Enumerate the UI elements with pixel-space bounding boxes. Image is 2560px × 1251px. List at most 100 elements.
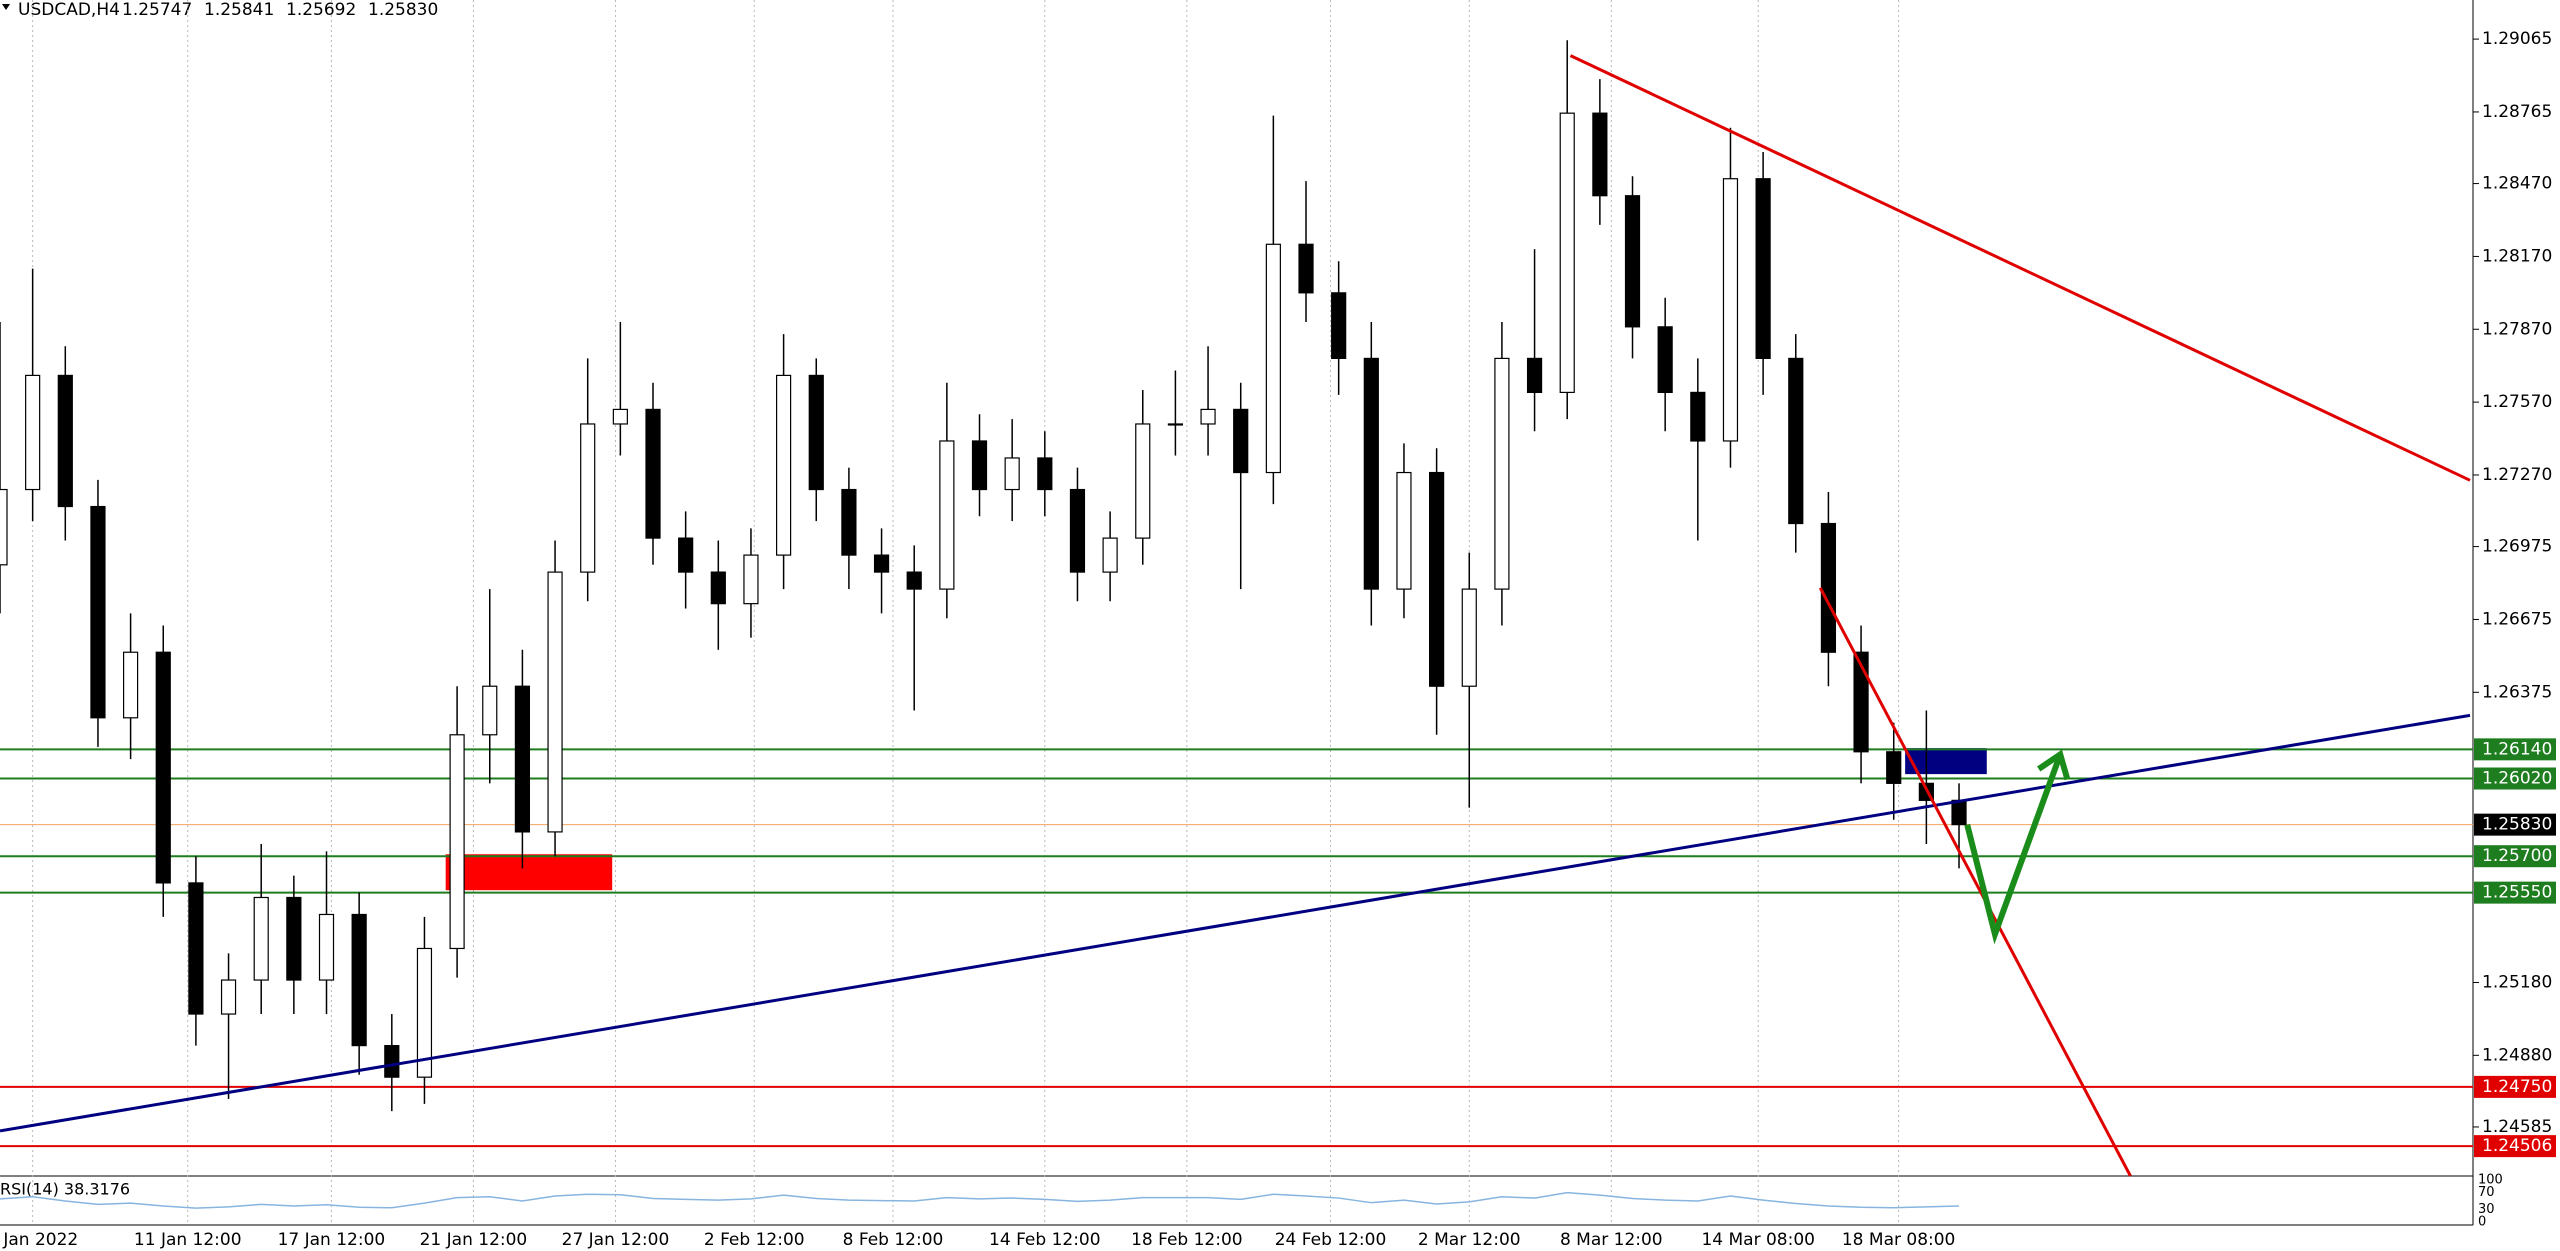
level-label: 1.24750 (2482, 1077, 2552, 1097)
rsi-title: RSI(14) 38.3176 (0, 1180, 130, 1199)
level-label: 1.25700 (2482, 846, 2552, 866)
candle-body (188, 882, 204, 1015)
candle-body (1820, 522, 1837, 653)
ohlc-open: 1.25747 (122, 0, 192, 20)
x-tick-label: 24 Feb 12:00 (1275, 1230, 1387, 1250)
candle-body (1461, 588, 1477, 687)
ohlc-close: 1.25830 (368, 0, 438, 20)
level-label-box (2474, 767, 2556, 790)
candle-body (1265, 243, 1281, 474)
candle-body (612, 408, 628, 425)
zone (1905, 748, 1987, 775)
y-tick-label: 1.26675 (2482, 609, 2552, 629)
candle-body (123, 651, 139, 719)
candle-body (678, 537, 694, 573)
trendline (1569, 54, 2471, 482)
candle-body (1853, 651, 1869, 753)
candle-body (90, 505, 106, 719)
ohlc-high: 1.25841 (204, 0, 274, 20)
candle-body (482, 685, 498, 736)
candle-body (57, 374, 73, 508)
candle-body (710, 571, 726, 605)
x-tick-label: 2 Mar 12:00 (1418, 1230, 1521, 1250)
level-label-box (2474, 881, 2556, 904)
trendline (0, 713, 2471, 1133)
candle-body (286, 896, 302, 981)
candle-body (1396, 471, 1412, 590)
level-label: 1.24506 (2482, 1136, 2552, 1156)
candle-body (939, 440, 955, 590)
candle-body (1200, 408, 1216, 425)
trendline (1818, 587, 2132, 1177)
y-tick-label: 1.26975 (2482, 537, 2552, 557)
candle-body (1069, 488, 1086, 573)
forecast-arrow (1964, 753, 2064, 945)
candle-body (971, 440, 988, 491)
candle-body (416, 947, 433, 1078)
candle-body (318, 913, 335, 981)
candle-body (1722, 178, 1739, 442)
rsi-tick-label: 100 (2478, 1173, 2503, 1188)
candle-body (1951, 799, 1967, 826)
candle-body (351, 913, 367, 1047)
candle-body (1755, 178, 1771, 360)
candle-body (580, 423, 596, 573)
candle-body (220, 979, 237, 1015)
x-tick-label: 2 Feb 12:00 (704, 1230, 805, 1250)
candle-body (155, 651, 171, 884)
candle-body (1657, 326, 1673, 394)
candle-body (841, 488, 857, 556)
y-tick-label: 1.28765 (2482, 102, 2552, 122)
candle-body (743, 554, 759, 605)
level-label-box (2474, 738, 2556, 761)
candle-body (1526, 357, 1543, 394)
candle-body (1788, 357, 1804, 525)
candle-body (1004, 457, 1020, 491)
zone (445, 854, 613, 891)
x-tick-label: 21 Jan 12:00 (420, 1230, 528, 1250)
y-tick-label: 1.27270 (2482, 465, 2552, 485)
y-tick-label: 1.24880 (2482, 1045, 2552, 1065)
candle-body (1624, 195, 1641, 328)
candle-body (1429, 471, 1445, 687)
x-tick-label: 18 Feb 12:00 (1131, 1230, 1243, 1250)
x-tick-label: 27 Jan 12:00 (562, 1230, 670, 1250)
candle-body (1363, 357, 1379, 590)
candle-body (0, 488, 8, 566)
candle-body (1559, 112, 1575, 394)
y-tick-label: 1.28170 (2482, 246, 2552, 266)
rsi-tick-label: 0 (2478, 1215, 2486, 1230)
x-tick-label: 8 Mar 12:00 (1560, 1230, 1663, 1250)
candle-body (253, 896, 269, 981)
candle-body (384, 1045, 400, 1078)
x-tick-label: 17 Jan 12:00 (278, 1230, 386, 1250)
x-tick-label: 11 Jan 12:00 (134, 1230, 242, 1250)
level-label-box (2474, 1135, 2556, 1158)
candle-body (1102, 537, 1118, 573)
x-tick-label: 14 Mar 08:00 (1701, 1230, 1815, 1250)
candle-body (1167, 423, 1184, 426)
bid-label-box (2474, 813, 2556, 836)
level-label-box (2474, 845, 2556, 868)
menu-triangle[interactable] (2, 4, 10, 10)
arrow-head (2037, 749, 2071, 781)
candle-body (808, 374, 824, 491)
level-label: 1.26140 (2482, 739, 2552, 759)
bid-label: 1.25830 (2482, 815, 2552, 835)
candle-body (1592, 112, 1608, 197)
y-tick-label: 1.27570 (2482, 392, 2552, 412)
y-tick-label: 1.26375 (2482, 682, 2552, 702)
y-tick-label: 1.27870 (2482, 319, 2552, 339)
ohlc-low: 1.25692 (286, 0, 356, 20)
rsi-line (0, 1191, 1960, 1209)
candle-body (1298, 243, 1314, 294)
candle-body (1494, 357, 1510, 590)
rsi-tick-label: 70 (2478, 1185, 2495, 1200)
candle-body (1037, 457, 1053, 491)
level-label: 1.25550 (2482, 883, 2552, 903)
candle-body (1331, 292, 1347, 360)
y-tick-label: 1.24585 (2482, 1117, 2552, 1137)
x-tick-label: 18 Mar 08:00 (1842, 1230, 1956, 1250)
candle-body (645, 408, 661, 539)
